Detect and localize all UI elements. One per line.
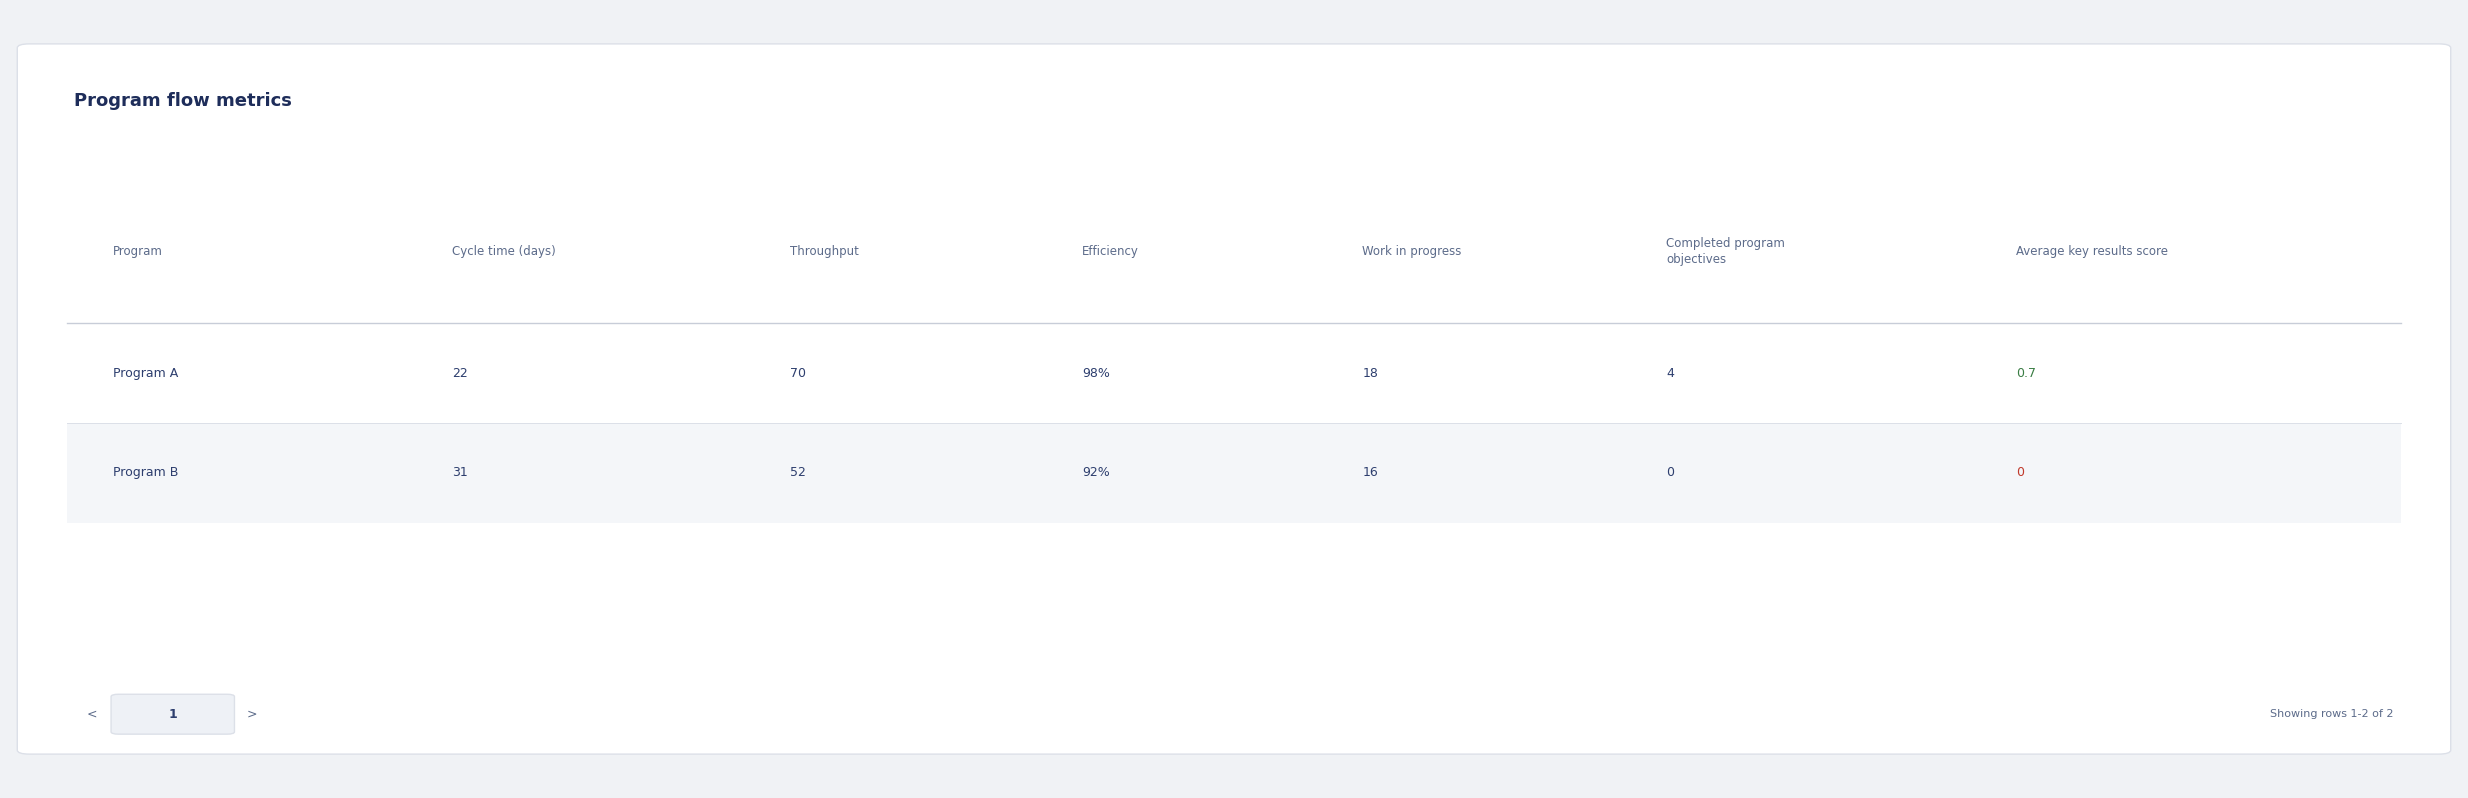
Text: 16: 16 bbox=[1362, 466, 1377, 480]
Text: Efficiency: Efficiency bbox=[1083, 245, 1140, 258]
FancyBboxPatch shape bbox=[111, 694, 234, 734]
Bar bbox=[67, 196, 2401, 323]
Text: 0.7: 0.7 bbox=[2016, 366, 2036, 380]
Text: Program: Program bbox=[114, 245, 163, 258]
Bar bbox=[67, 323, 2401, 423]
Text: Cycle time (days): Cycle time (days) bbox=[452, 245, 555, 258]
Text: Showing rows 1-2 of 2: Showing rows 1-2 of 2 bbox=[2271, 709, 2394, 719]
Text: 31: 31 bbox=[452, 466, 466, 480]
Text: 0: 0 bbox=[1666, 466, 1673, 480]
FancyBboxPatch shape bbox=[17, 44, 2451, 754]
Text: Average key results score: Average key results score bbox=[2016, 245, 2167, 258]
Text: Program B: Program B bbox=[114, 466, 178, 480]
Text: <: < bbox=[86, 708, 96, 721]
Text: Throughput: Throughput bbox=[790, 245, 859, 258]
Bar bbox=[67, 423, 2401, 523]
Text: Work in progress: Work in progress bbox=[1362, 245, 1461, 258]
Text: 52: 52 bbox=[790, 466, 807, 480]
Text: 98%: 98% bbox=[1083, 366, 1111, 380]
Text: >: > bbox=[247, 708, 257, 721]
Text: Completed program
objectives: Completed program objectives bbox=[1666, 237, 1784, 266]
Text: Program flow metrics: Program flow metrics bbox=[74, 92, 291, 110]
Text: 92%: 92% bbox=[1083, 466, 1111, 480]
Text: 1: 1 bbox=[168, 708, 178, 721]
Text: 4: 4 bbox=[1666, 366, 1673, 380]
Text: Program A: Program A bbox=[114, 366, 178, 380]
Text: 22: 22 bbox=[452, 366, 466, 380]
Text: 70: 70 bbox=[790, 366, 807, 380]
Text: 0: 0 bbox=[2016, 466, 2024, 480]
Text: 18: 18 bbox=[1362, 366, 1377, 380]
